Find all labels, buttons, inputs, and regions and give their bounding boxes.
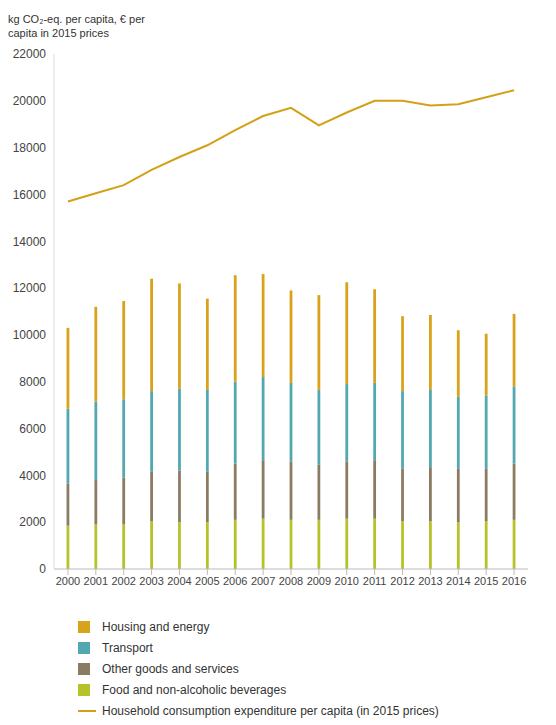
svg-text:18000: 18000 [13,141,47,155]
svg-text:2003: 2003 [139,575,163,587]
svg-text:10000: 10000 [13,328,47,342]
svg-text:2014: 2014 [446,575,470,587]
svg-text:2000: 2000 [19,515,46,529]
html-text:kg CO₂-eq. per capita, € per c: kg CO₂-eq. per capita, € per capita in 2… [8,13,145,39]
svg-text:2012: 2012 [390,575,414,587]
svg-text:2007: 2007 [251,575,275,587]
svg-text:16000: 16000 [13,188,47,202]
svg-text:2015: 2015 [474,575,498,587]
svg-text:2010: 2010 [335,575,359,587]
svg-text:2008: 2008 [279,575,303,587]
svg-text:4000: 4000 [19,469,46,483]
svg-text:2005: 2005 [195,575,219,587]
svg-text:2009: 2009 [307,575,331,587]
html-text:Food and non-alcoholic beverag: Food and non-alcoholic beverages [102,682,287,697]
html-text:Housing and energy: Housing and energy [102,619,210,634]
svg-text:2002: 2002 [111,575,135,587]
svg-text:2016: 2016 [502,575,526,587]
svg-text:14000: 14000 [13,235,47,249]
svg-text:8000: 8000 [19,375,46,389]
svg-text:20000: 20000 [13,94,47,108]
svg-text:2000: 2000 [56,575,80,587]
svg-text:2001: 2001 [84,575,108,587]
svg-text:6000: 6000 [19,422,46,436]
html-text:Household consumption expendit: Household consumption expenditure per ca… [102,703,439,718]
svg-text:12000: 12000 [13,281,47,295]
html-text:Other goods and services: Other goods and services [102,661,239,676]
html-text:Transport: Transport [102,640,153,655]
svg-text:2004: 2004 [167,575,191,587]
svg-text:22000: 22000 [13,47,47,61]
svg-text:2013: 2013 [418,575,442,587]
svg-text:2006: 2006 [223,575,247,587]
svg-text:2011: 2011 [363,575,387,587]
svg-text:0: 0 [39,562,46,576]
